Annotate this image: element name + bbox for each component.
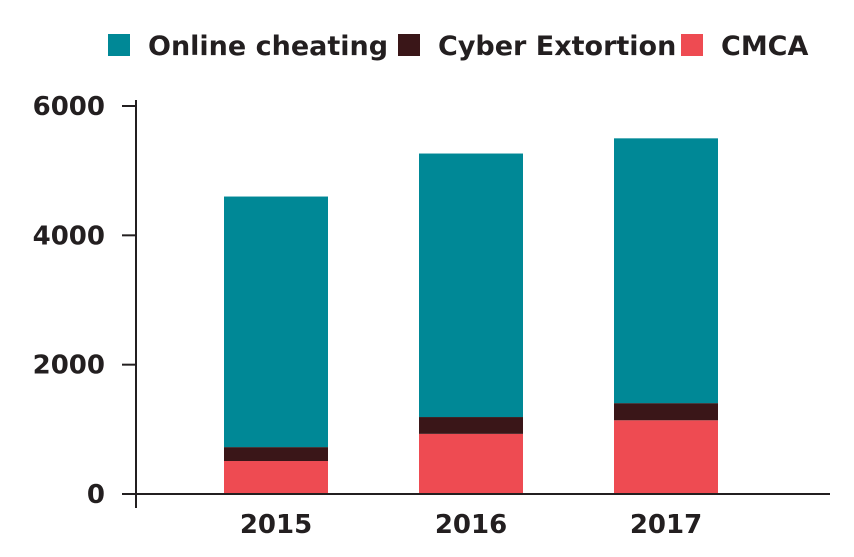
legend-label-online-cheating: Online cheating: [148, 31, 388, 62]
x-ticks: 2015 2016 2017: [240, 510, 702, 540]
y-tick-label: 6000: [33, 92, 105, 122]
x-tick-label: 2017: [630, 510, 702, 540]
legend-swatch-cmca: [681, 34, 703, 56]
axes: [122, 100, 830, 508]
bars: [224, 138, 718, 494]
bar-2015-online-cheating: [224, 196, 328, 448]
legend-label-cyber-extortion: Cyber Extortion: [438, 31, 676, 62]
legend: Online cheating Cyber Extortion CMCA: [108, 31, 808, 62]
y-tick-label: 4000: [33, 221, 105, 251]
bar-2015-cyber-extortion: [224, 447, 328, 462]
bar-2017-cmca: [614, 420, 718, 494]
bar-2017-cyber-extortion: [614, 403, 718, 421]
x-tick-label: 2015: [240, 510, 312, 540]
y-tick-label: 0: [87, 480, 105, 510]
bar-2016-cyber-extortion: [419, 417, 523, 434]
legend-label-cmca: CMCA: [721, 31, 808, 62]
legend-swatch-cyber-extortion: [398, 34, 420, 56]
bar-2016-cmca: [419, 433, 523, 494]
y-tick-label: 2000: [33, 351, 105, 381]
bar-2015-cmca: [224, 461, 328, 494]
y-ticks: 0 2000 4000 6000: [33, 92, 136, 510]
legend-swatch-online-cheating: [108, 34, 130, 56]
x-tick-label: 2016: [435, 510, 507, 540]
bar-2017-online-cheating: [614, 138, 718, 404]
bar-2016-online-cheating: [419, 153, 523, 418]
